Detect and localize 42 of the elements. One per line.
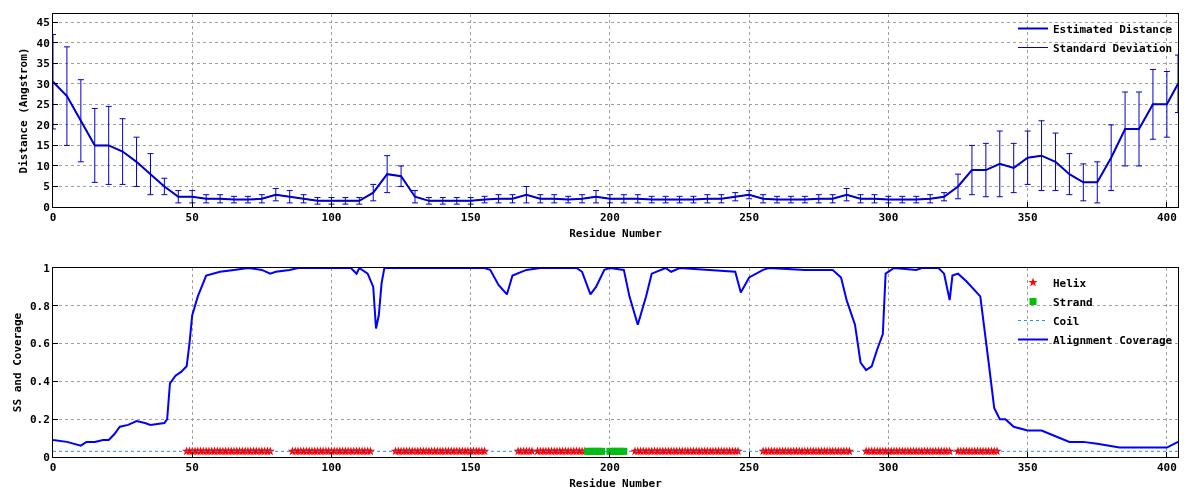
x-tick-label: 200 bbox=[599, 461, 620, 475]
y-axis-title: Distance (Angstrom) bbox=[17, 47, 31, 174]
y-tick-label: 15 bbox=[36, 139, 50, 153]
legend-label: Standard Deviation bbox=[1053, 41, 1173, 55]
x-tick-label: 350 bbox=[1017, 211, 1038, 225]
x-tick-label: 250 bbox=[739, 461, 760, 475]
x-tick-label: 150 bbox=[460, 461, 481, 475]
y-tick-label: 0.6 bbox=[29, 337, 51, 351]
x-tick-label: 300 bbox=[878, 211, 899, 225]
x-tick-label: 150 bbox=[460, 211, 481, 225]
x-tick-label: 400 bbox=[1156, 211, 1177, 225]
y-tick-label: 0.4 bbox=[29, 375, 51, 389]
y-tick-label: 25 bbox=[36, 98, 50, 112]
legend-label: Helix bbox=[1053, 276, 1087, 290]
legend-label: Strand bbox=[1053, 295, 1093, 309]
y-tick-label: 0.8 bbox=[29, 299, 50, 313]
y-axis-title: SS and Coverage bbox=[10, 312, 24, 413]
x-tick-label: 100 bbox=[321, 211, 342, 225]
x-tick-label: 50 bbox=[185, 211, 199, 225]
x-tick-label: 50 bbox=[185, 461, 199, 475]
y-tick-label: 10 bbox=[36, 159, 50, 173]
x-tick-label: 250 bbox=[739, 211, 760, 225]
y-tick-label: 0 bbox=[43, 200, 50, 214]
y-tick-label: 35 bbox=[36, 57, 50, 71]
legend-label: Alignment Coverage bbox=[1053, 333, 1173, 347]
y-tick-label: 30 bbox=[36, 77, 50, 91]
x-axis-title: Residue Number bbox=[569, 227, 663, 241]
x-axis-title: Residue Number bbox=[569, 477, 663, 491]
x-tick-label: 200 bbox=[599, 211, 620, 225]
y-tick-label: 45 bbox=[36, 16, 50, 30]
y-tick-label: 0.2 bbox=[29, 413, 50, 427]
y-tick-label: 5 bbox=[43, 180, 50, 194]
x-tick-label: 350 bbox=[1017, 461, 1038, 475]
legend-label: Estimated Distance bbox=[1053, 22, 1173, 36]
x-tick-label: 100 bbox=[321, 461, 342, 475]
y-tick-label: 40 bbox=[36, 36, 50, 50]
y-tick-label: 0 bbox=[43, 450, 50, 464]
x-tick-label: 300 bbox=[878, 461, 899, 475]
x-tick-label: 400 bbox=[1156, 461, 1177, 475]
legend-label: Coil bbox=[1053, 314, 1080, 328]
y-tick-label: 20 bbox=[36, 118, 50, 132]
y-tick-label: 1 bbox=[43, 261, 51, 275]
